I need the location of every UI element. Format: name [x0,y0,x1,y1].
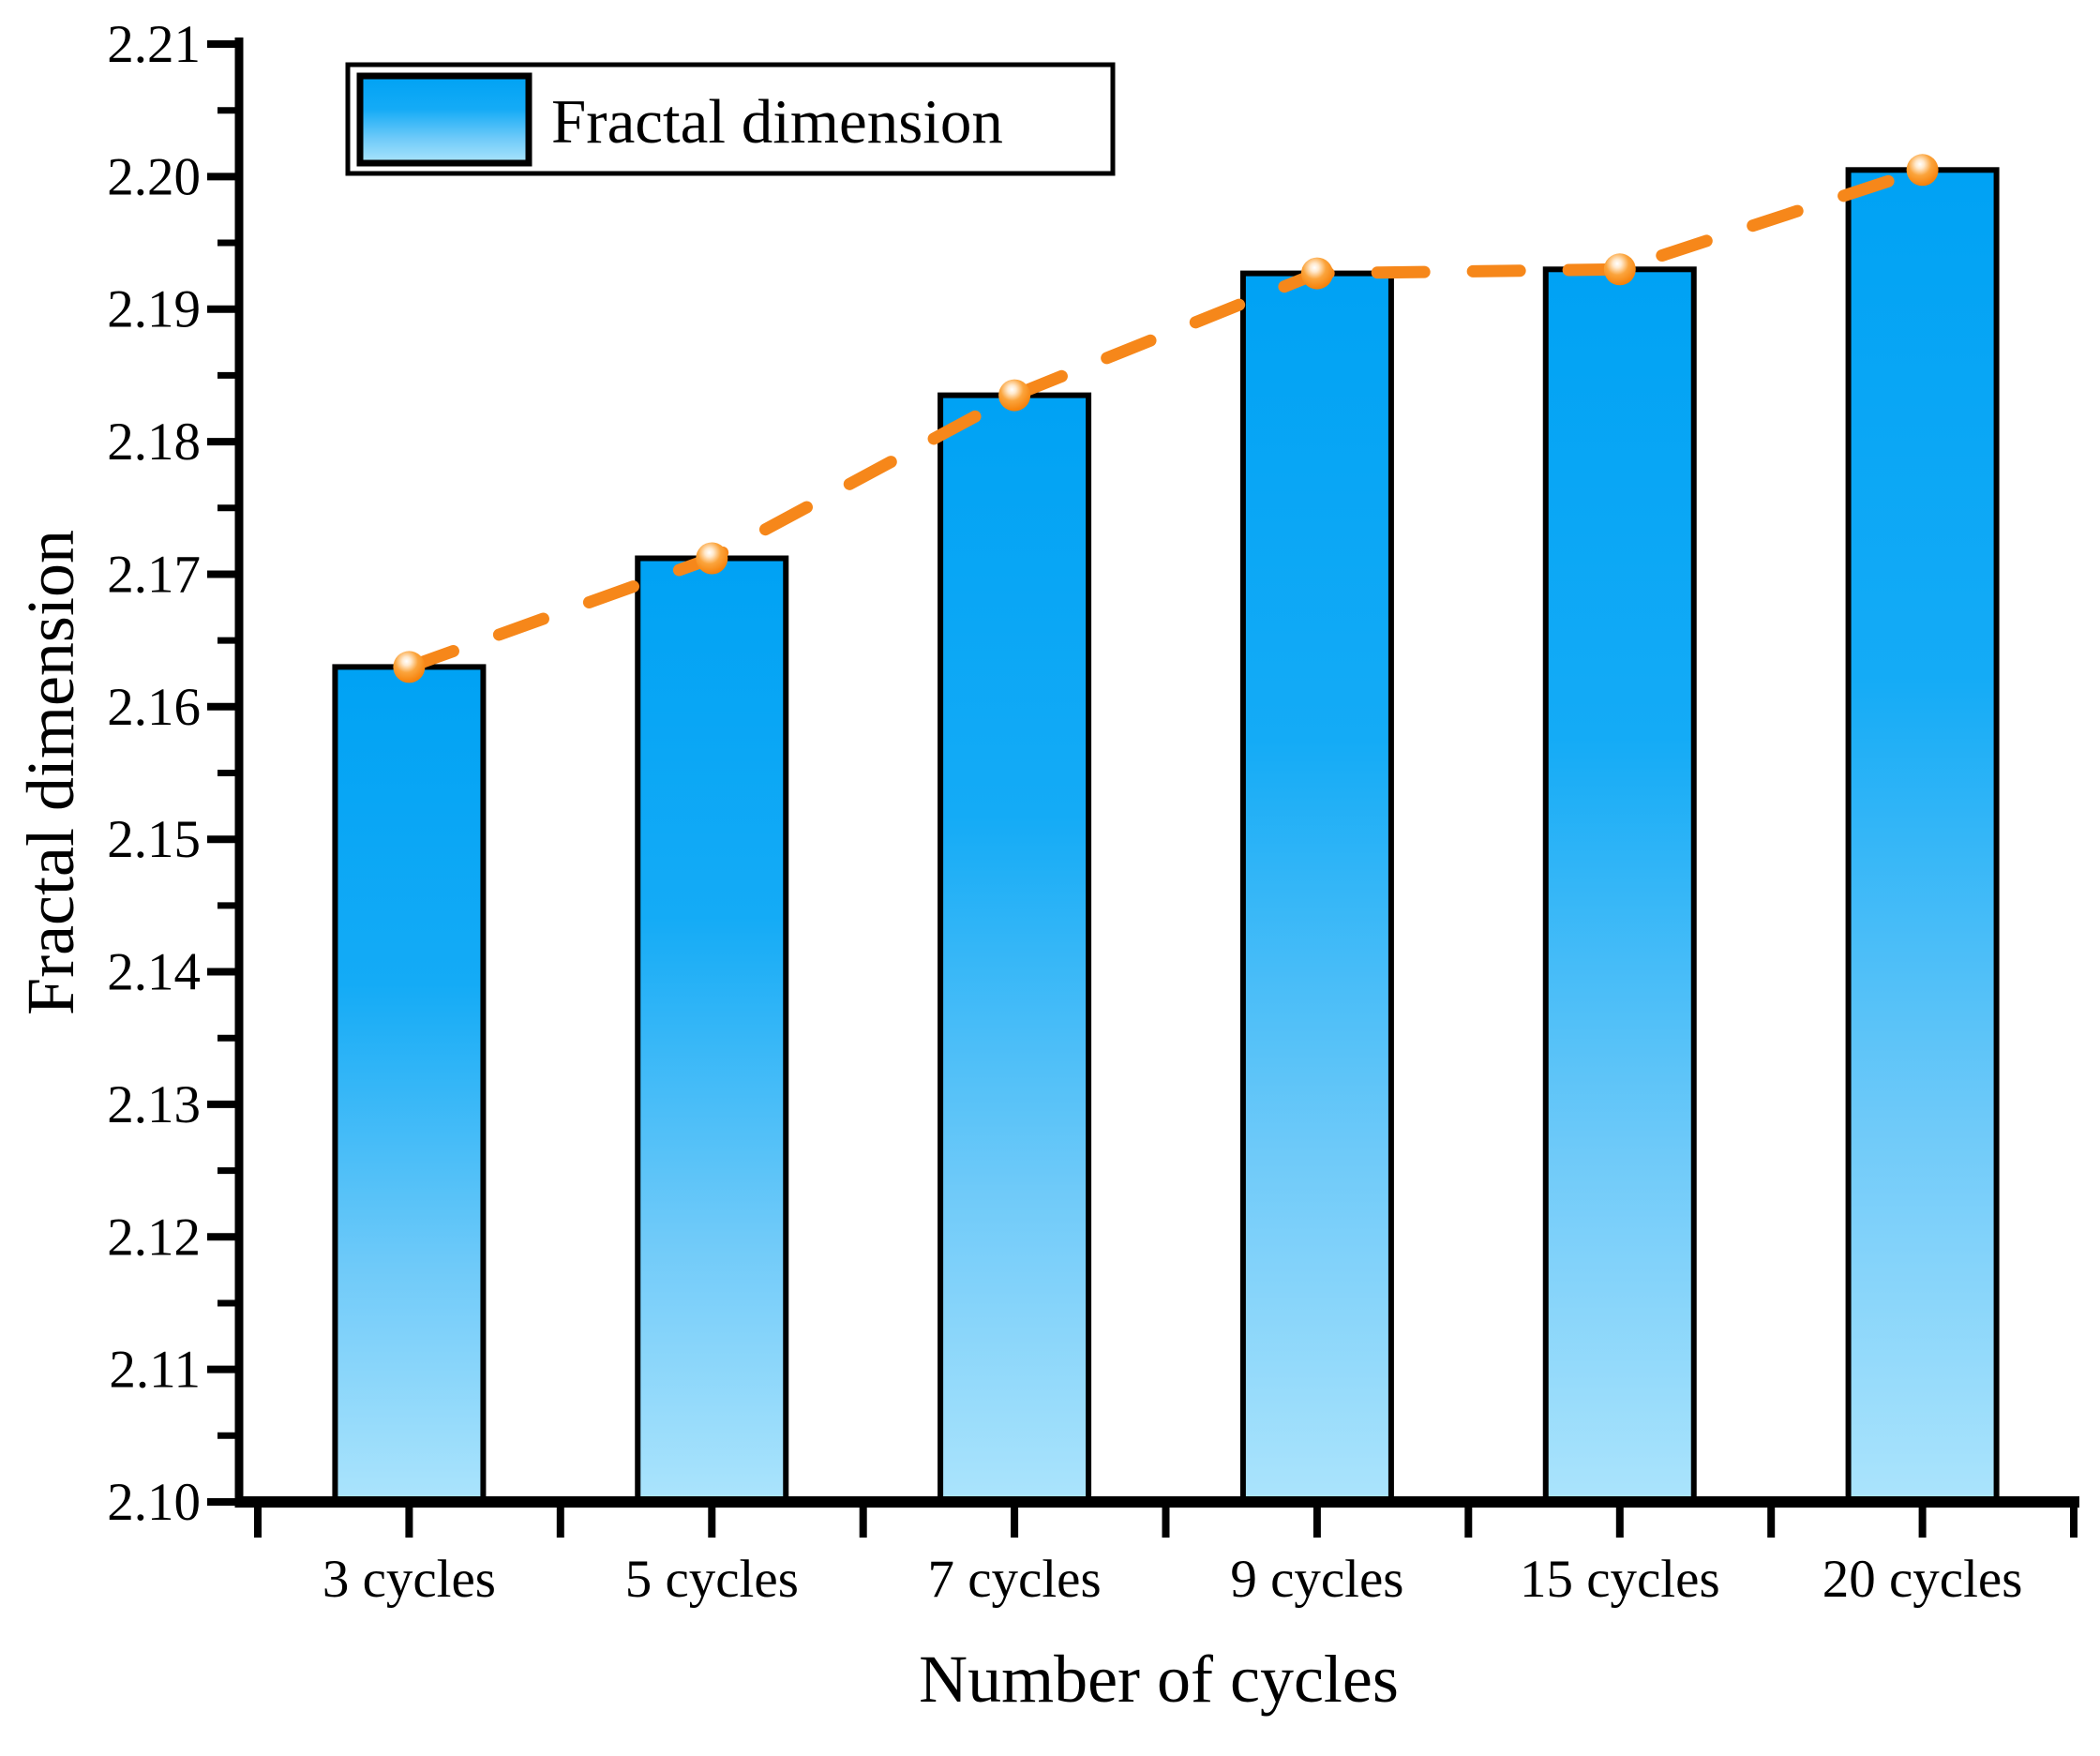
x-axis-ticks-group [254,1506,2078,1538]
bar-3-cycles [332,664,487,1505]
y-tick-label: 2.10 [107,1473,201,1532]
data-point-marker [393,651,426,683]
y-tick-label: 2.18 [107,413,201,472]
legend-label: Fractal dimension [551,87,1003,157]
bar-5-cycles [635,555,789,1505]
y-tick-label: 2.20 [107,147,201,206]
bar-20-cycles [1845,167,2000,1505]
legend: Fractal dimension [345,62,1116,176]
y-tick-label: 2.15 [107,810,201,869]
data-point-marker [1906,154,1939,187]
legend-swatch [356,72,532,167]
x-tick-label: 9 cycles [1230,1550,1403,1609]
y-tick-label: 2.11 [109,1341,201,1400]
trend-line-group [402,163,1929,673]
y-tick-label: 2.16 [107,678,201,737]
data-point-marker [998,379,1031,412]
trend-dashed-line [402,163,1929,673]
y-tick-label: 2.17 [107,546,201,605]
y-tick-label: 2.14 [107,943,201,1002]
x-tick-label: 5 cycles [625,1550,799,1609]
bars-group [332,167,2000,1506]
data-point-marker [1603,253,1636,286]
bar-7-cycles [938,392,1092,1506]
x-tick-label: 20 cycles [1822,1550,2023,1609]
bar-9-cycles [1239,270,1394,1506]
x-tick-label: 3 cycles [322,1550,496,1609]
y-tick-label: 2.21 [107,15,201,74]
y-tick-label: 2.13 [107,1075,201,1134]
bar-15-cycles [1542,266,1697,1505]
y-tick-label: 2.19 [107,280,201,339]
data-point-markers-group [393,154,1939,683]
x-tick-label: 15 cycles [1520,1550,1720,1609]
x-axis-title: Number of cycles [919,1642,1399,1717]
y-axis-tick-labels-group: 2.10 2.11 2.12 2.13 2.14 2.15 2.16 2.17 2.18 2.19… [107,15,201,1532]
x-axis-tick-labels-group: 3 cycles 5 cycles 7 cycles 9 cycles 15 cycle… [322,1550,2023,1609]
y-axis-title: Fractal dimension [13,530,88,1015]
axes-group [234,38,2079,1508]
y-tick-label: 2.12 [107,1208,201,1267]
y-axis-ticks-group [207,40,237,1506]
x-tick-label: 7 cycles [928,1550,1102,1609]
data-point-marker [696,542,728,575]
data-point-marker [1300,257,1333,290]
